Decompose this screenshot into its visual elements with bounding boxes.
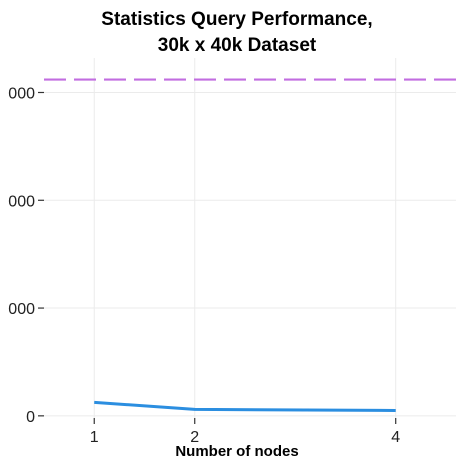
chart-title-line-1: Statistics Query Performance, — [101, 9, 373, 30]
x-tick-label-1: 2 — [190, 429, 199, 446]
y-tick-label-1: 000 — [8, 301, 35, 318]
y-tick-label-2: 000 — [8, 193, 35, 210]
series-line-0 — [94, 400, 396, 412]
x-axis-label: Number of nodes — [175, 443, 298, 460]
x-tick-label-2: 4 — [391, 429, 400, 446]
y-tick-label-3: 000 — [8, 85, 35, 102]
x-tick-label-0: 1 — [90, 429, 99, 446]
chart-title-line-2: 30k x 40k Dataset — [157, 35, 317, 56]
y-tick-label-0: 0 — [26, 409, 35, 426]
